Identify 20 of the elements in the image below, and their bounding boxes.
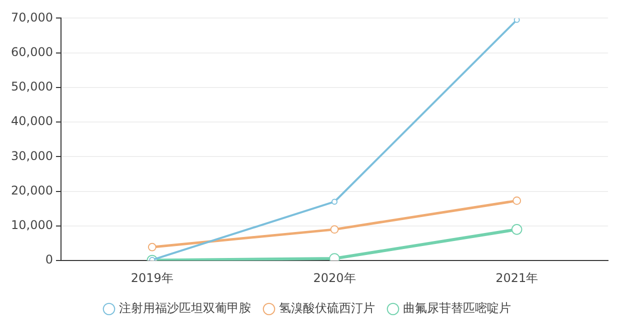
point (514, 18, 520, 23)
point (148, 242, 156, 252)
legend-label: 曲氟尿苷替匹嘧啶片 (403, 301, 511, 316)
y-tick-label: 50,000 (10, 80, 53, 94)
point (511, 224, 522, 235)
y-tick-label: 0 (45, 252, 53, 267)
x-tick-label: 2020年 (313, 270, 356, 285)
y-tick-label: 30,000 (10, 148, 53, 163)
point (330, 225, 339, 234)
y-tick-label: 70,000 (10, 10, 53, 24)
point (512, 196, 522, 205)
y-tick-label: 10,000 (10, 218, 53, 232)
y-tick-label: 20,000 (10, 183, 53, 198)
point (331, 198, 338, 205)
y-tick-label: 40,000 (10, 114, 53, 128)
y-tick-label: 60,000 (10, 44, 53, 59)
legend-label: 氢溴酸伏硫西汀片 (279, 301, 375, 316)
x-tick-label: 2021年 (496, 270, 538, 285)
legend-label: 注射用福沙匹坦双葡甲胺 (119, 301, 251, 316)
x-tick-label: 2019年 (130, 270, 174, 285)
